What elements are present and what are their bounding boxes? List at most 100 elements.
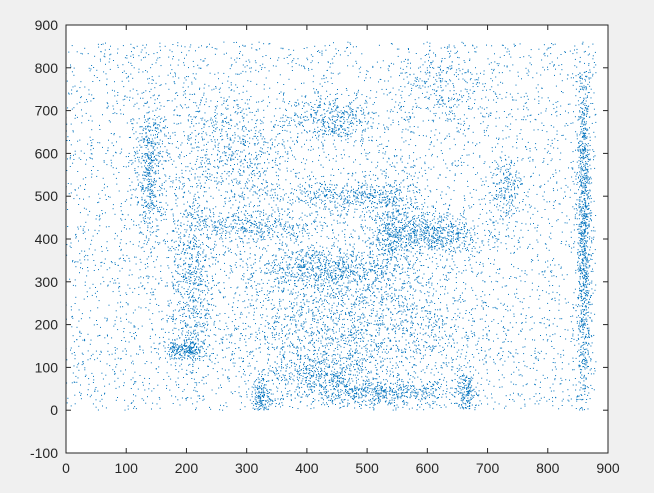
scatter-point [594,114,596,116]
scatter-point [114,371,115,373]
scatter-point [407,374,409,376]
scatter-point [239,339,241,341]
scatter-point [568,395,570,397]
scatter-point [154,298,156,300]
scatter-point [179,309,181,311]
scatter-point [201,212,203,214]
scatter-point [235,327,237,329]
scatter-point [171,240,172,242]
scatter-point [361,94,363,96]
scatter-point [429,144,431,146]
scatter-point [246,293,248,295]
scatter-point [205,313,207,315]
scatter-point [228,250,230,252]
scatter-point [455,252,457,254]
scatter-point [506,116,508,118]
scatter-point [172,321,174,322]
scatter-point [430,393,432,395]
scatter-point [244,214,246,216]
scatter-point [70,306,72,308]
scatter-point [518,369,520,371]
scatter-point [224,313,226,314]
scatter-point [538,403,540,405]
scatter-point [127,190,129,192]
scatter-point [368,136,370,138]
scatter-point [321,360,323,362]
scatter-point [407,48,409,49]
scatter-point [243,199,245,201]
scatter-point [201,326,203,328]
scatter-point [175,92,177,94]
scatter-point [300,260,302,262]
scatter-point [530,64,532,66]
scatter-point [347,202,349,204]
scatter-point [139,269,141,271]
scatter-point [217,314,219,316]
scatter-point [408,121,410,123]
scatter-point [230,230,232,232]
scatter-point [559,170,561,172]
scatter-point [335,149,337,150]
scatter-point [414,290,416,292]
scatter-point [476,73,478,75]
scatter-point [464,265,466,266]
scatter-point [134,103,136,105]
scatter-point [466,89,468,91]
scatter-point [67,136,69,138]
scatter-point [172,339,173,341]
scatter-point [184,93,186,95]
scatter-point [110,133,112,134]
scatter-point [194,225,196,227]
scatter-point [380,383,382,384]
scatter-point [181,332,183,334]
scatter-point [166,149,168,151]
scatter-point [590,97,592,99]
scatter-point [507,48,509,50]
scatter-point [520,330,522,332]
scatter-point [164,241,166,243]
scatter-point [238,392,240,394]
scatter-point [525,195,527,197]
scatter-point [182,242,184,244]
scatter-point [378,216,380,218]
scatter-point [482,359,484,361]
scatter-point [198,111,199,113]
scatter-point [155,62,157,64]
scatter-point [566,78,568,80]
scatter-point [297,408,299,410]
scatter-point [200,309,202,311]
scatter-point [555,368,557,370]
scatter-point [551,275,553,277]
scatter-point [367,153,369,155]
scatter-point [289,146,291,148]
scatter-point [423,346,425,348]
scatter-point [201,45,202,47]
scatter-point [423,227,425,228]
scatter-point [240,220,242,221]
scatter-point [66,123,68,125]
scatter-point [155,368,157,370]
scatter-point [281,324,283,326]
scatter-point [590,358,592,360]
scatter-point [300,117,302,119]
scatter-point [240,241,241,243]
scatter-point [414,202,416,204]
scatter-point [539,352,541,354]
scatter-point [386,284,388,286]
scatter-point [308,308,310,310]
scatter-point [431,248,433,250]
scatter-point [151,328,153,330]
scatter-point [376,277,378,279]
scatter-point [508,293,509,295]
scatter-point [285,364,287,366]
scatter-point [584,348,586,350]
scatter-point [389,184,391,186]
scatter-point [340,336,342,338]
scatter-point [457,160,459,162]
scatter-point [142,204,144,206]
scatter-point [536,239,538,241]
scatter-point [246,134,248,136]
scatter-point [84,47,86,49]
scatter-point [178,228,180,230]
scatter-point [291,383,293,385]
